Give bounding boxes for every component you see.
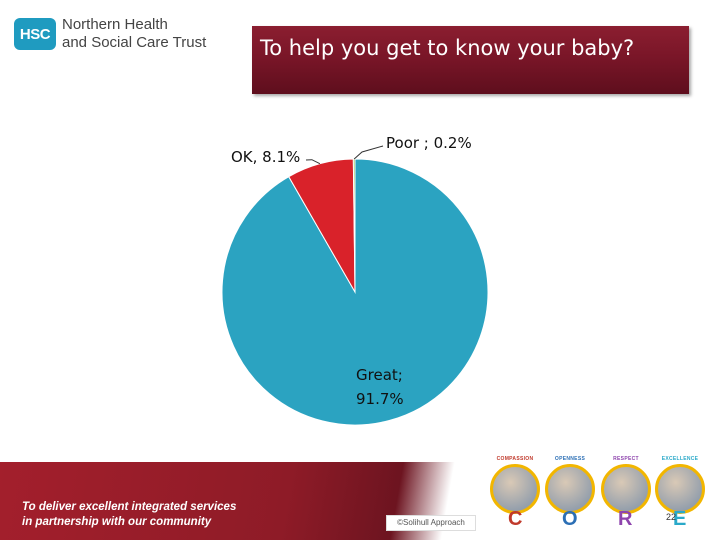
- footer-banner: [0, 462, 720, 540]
- core-label: EXCELLENCE: [661, 456, 699, 462]
- core-photo: [655, 464, 705, 514]
- core-letter-o: O: [562, 508, 578, 530]
- tagline-line2: in partnership with our community: [22, 516, 212, 528]
- trust-name: Northern Health and Social Care Trust: [62, 16, 206, 52]
- core-letter-r: R: [618, 508, 633, 530]
- tagline-line1: To deliver excellent integrated services: [22, 501, 237, 513]
- trust-name-line1: Northern Health: [62, 16, 168, 33]
- core-photo: [601, 464, 651, 514]
- slide-title-box: To help you get to know your baby?: [252, 26, 689, 94]
- slide-title: To help you get to know your baby?: [260, 36, 635, 60]
- data-label-great-value: 91.7%: [356, 390, 404, 408]
- core-label: COMPASSION: [496, 456, 534, 462]
- core-compassion: COMPASSION: [485, 456, 545, 514]
- hsc-logo: HSC Northern Health and Social Care Trus…: [14, 16, 206, 52]
- trust-name-line2: and Social Care Trust: [62, 34, 207, 51]
- core-excellence: EXCELLENCE: [650, 456, 710, 514]
- core-letter-e: E: [673, 508, 687, 530]
- solihull-credit: ©Solihull Approach: [386, 515, 476, 531]
- core-photo: [490, 464, 540, 514]
- core-letter-c: C: [508, 508, 523, 530]
- page-number: 22: [666, 512, 677, 522]
- core-openness: OPENNESS: [540, 456, 600, 514]
- leader-line-ok: [305, 159, 321, 165]
- core-photo: [545, 464, 595, 514]
- data-label-great: Great;: [356, 366, 403, 384]
- core-label: OPENNESS: [554, 456, 586, 462]
- data-label-ok: OK, 8.1%: [231, 148, 300, 166]
- data-label-poor: Poor ; 0.2%: [386, 134, 472, 152]
- footer-tagline: To deliver excellent integrated services…: [22, 500, 236, 530]
- hsc-badge: HSC: [14, 18, 56, 50]
- core-label: RESPECT: [613, 456, 639, 462]
- core-respect: RESPECT: [596, 456, 656, 514]
- leader-line-poor: [353, 145, 384, 160]
